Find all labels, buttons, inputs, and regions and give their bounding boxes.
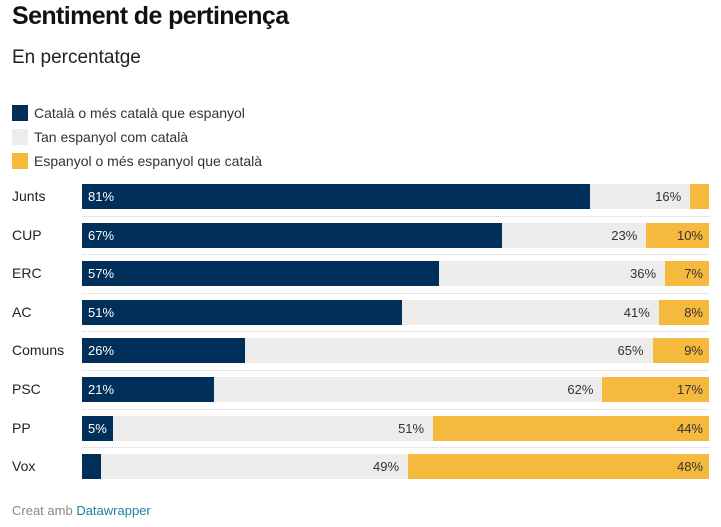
row-divider [82,447,709,449]
bar-segment [401,299,659,325]
bar-segment [100,454,409,480]
bar-segment [658,299,709,325]
row-label: CUP [12,226,42,243]
row-label: PP [12,419,31,436]
row-divider [82,408,709,410]
legend-item-catalan: Català o més català que espanyol [12,101,262,125]
row-divider [82,331,709,333]
bar-segment [82,454,101,480]
bar-segment [245,338,653,364]
data-label: 10% [676,227,703,243]
data-label: 51% [88,304,115,320]
data-label: 7% [684,266,703,282]
legend-swatch-catalan [12,105,28,121]
bar-segment [82,415,114,441]
bar-segment [113,415,434,441]
bar-row: 26% 65% 9% [82,338,709,364]
bar-row: 81% 16% [82,184,709,209]
chart-title: Sentiment de pertinença [12,2,289,30]
bar-row: 5% 51% 44% [82,415,709,441]
data-label: 51% [398,420,425,436]
row-label: Comuns [12,342,65,359]
bar-row: 57% 36% 7% [82,261,709,287]
bar-segment [646,222,709,248]
bar-segment [502,222,647,248]
legend-swatch-equal [12,129,28,145]
legend-label-spanish: Espanyol o més espanyol que català [34,153,263,169]
data-label: 48% [676,459,703,475]
legend-item-equal: Tan espanyol com català [12,125,262,149]
bar-segment [433,415,709,441]
chart-subtitle: En percentatge [12,47,141,68]
data-label: 49% [373,459,400,475]
bar-segment [82,299,402,325]
bar-segment [408,454,709,480]
row-label: Vox [12,458,36,475]
data-label: 57% [88,266,115,282]
bar-row: 67% 23% 10% [82,222,709,248]
data-label: 5% [88,420,107,436]
data-label: 26% [88,343,115,359]
bar-row: 51% 41% 8% [82,299,709,325]
data-label: 62% [567,382,594,397]
data-label: 67% [88,227,115,243]
data-label: 23% [611,227,638,243]
data-label: 17% [676,382,703,397]
bar-segment [690,184,709,209]
data-label: 65% [617,343,644,359]
bar-segment [652,338,709,364]
bar-segment [82,261,440,287]
data-label: 41% [623,304,650,320]
data-label: 81% [88,189,115,204]
footer-credit: Creat amb Datawrapper [12,503,151,518]
bar-row: 21% 62% 17% [82,377,709,402]
stacked-bar-chart: Junts 81% 16% CUP 67% 23% 10% ERC 57% 36% 7% AC 51% 4… [0,179,721,489]
bar-segment [602,377,709,402]
data-label: 8% [684,304,703,320]
data-label: 16% [655,189,682,204]
bar-segment [213,377,603,402]
data-label: 44% [676,420,703,436]
legend-label-equal: Tan espanyol com català [34,129,189,145]
row-divider [82,215,709,217]
row-label: AC [12,303,32,320]
bar-segment [82,222,503,248]
legend-label-catalan: Català o més català que espanyol [34,105,245,121]
bar-segment [589,184,691,209]
bar-segment [82,377,214,402]
bar-segment [82,338,246,364]
row-divider [82,369,709,371]
row-label: Junts [12,188,46,204]
row-label: PSC [12,381,41,397]
datawrapper-link[interactable]: Datawrapper [76,503,151,518]
row-label: ERC [12,265,42,282]
legend-swatch-spanish [12,153,28,169]
legend: Català o més català que espanyol Tan esp… [12,101,262,173]
bar-segment [82,184,590,209]
footer-prefix: Creat amb [12,503,77,518]
bar-segment [439,261,666,287]
legend-item-spanish: Espanyol o més espanyol que català [12,149,262,173]
bar-row: 49% 48% [82,454,709,480]
bar-segment [665,261,709,287]
data-label: 36% [630,266,657,282]
data-label: 21% [88,382,115,397]
row-divider [82,254,709,256]
data-label: 9% [684,343,703,359]
row-divider [82,292,709,294]
